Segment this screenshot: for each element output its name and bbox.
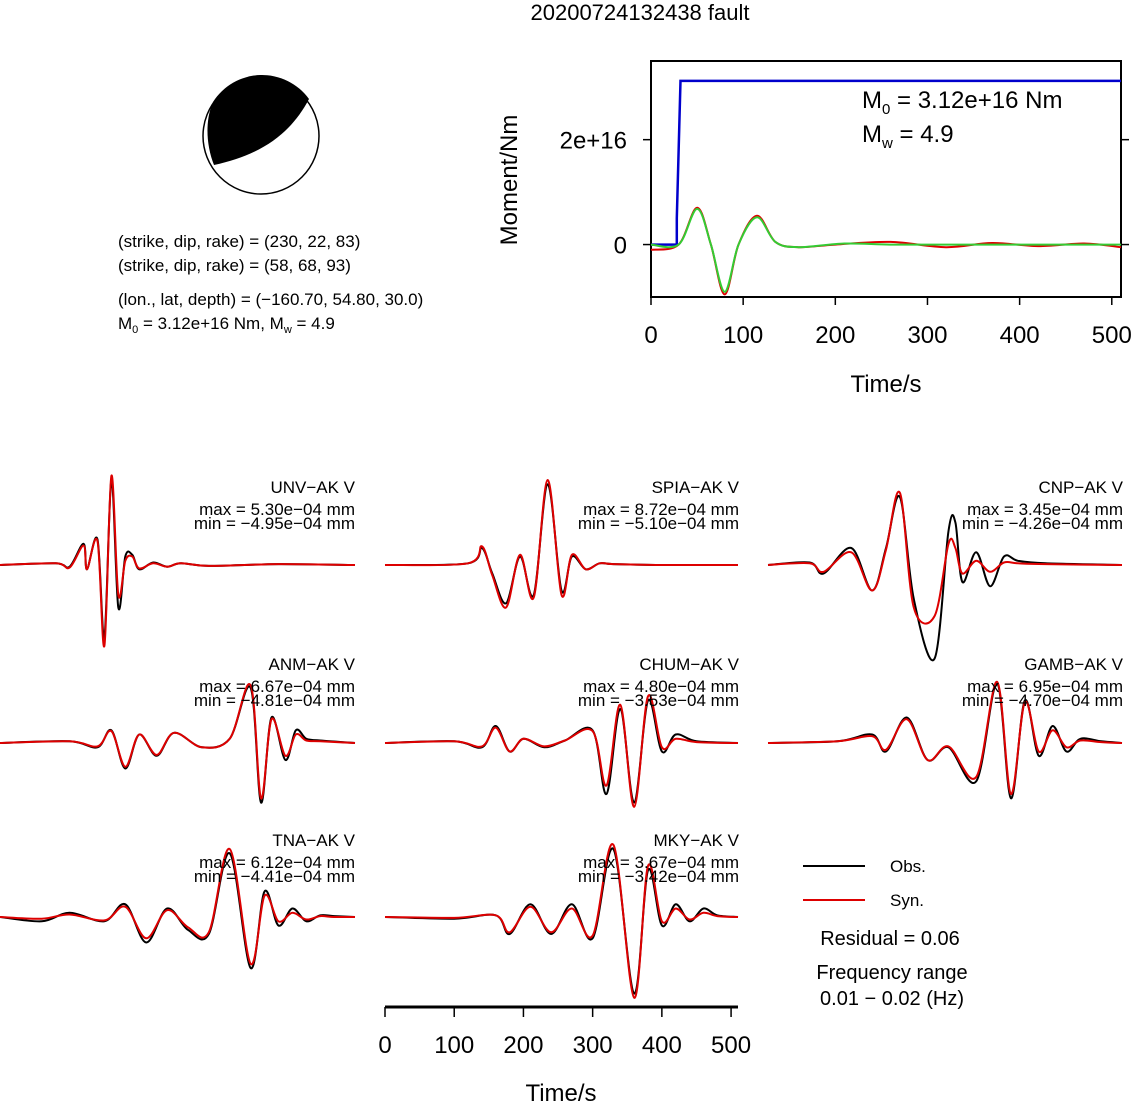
figure-title: 20200724132438 fault [531, 0, 750, 25]
station-label: CNP−AK V [1038, 478, 1123, 497]
bottom-tick-label: 400 [642, 1032, 682, 1059]
station-min: min = −4.41e−04 mm [194, 867, 355, 886]
synthetic-trace [767, 490, 1123, 625]
legend-syn-label: Syn. [890, 891, 924, 910]
station-min: min = −5.10e−04 mm [578, 514, 739, 533]
moment-ytick-label: 2e+16 [560, 128, 627, 155]
station-max: max = 6.67e−04 mm [199, 677, 355, 696]
frequency-range-title: Frequency range [816, 962, 967, 984]
station-label: TNA−AK V [272, 831, 355, 850]
bottom-tick-label: 500 [711, 1032, 751, 1059]
observed-trace [767, 494, 1123, 662]
moment-m0-annotation: M0 = 3.12e+16 Nm [862, 87, 1062, 118]
station-label: MKY−AK V [653, 831, 739, 850]
synthetic-trace [0, 847, 356, 965]
station-max: max = 3.67e−04 mm [583, 853, 739, 872]
bottom-tick-label: 0 [378, 1032, 391, 1059]
observed-trace [384, 698, 739, 804]
station-label: CHUM−AK V [639, 655, 739, 674]
station-min: min = −4.26e−04 mm [962, 514, 1123, 533]
station-max: max = 8.72e−04 mm [583, 500, 739, 519]
moment-mw-annotation: Mw = 4.9 [862, 121, 954, 152]
moment-panel: Moment/Nm Time/s M0 = 3.12e+16 Nm Mw = 4… [496, 60, 1132, 398]
station-min: min = −4.70e−04 mm [962, 691, 1123, 710]
moment-series-line [651, 79, 1121, 246]
moment-xtick-label: 300 [907, 322, 947, 349]
synthetic-trace [384, 843, 739, 999]
moment-red-line [650, 206, 1122, 296]
bottom-axis-xlabel: Time/s [525, 1080, 596, 1104]
moment-magnitude-text: M0 = 3.12e+16 Nm, Mw = 4.9 [118, 314, 335, 336]
moment-ylabel: Moment/Nm [496, 115, 523, 246]
frequency-range-value: 0.01 − 0.02 (Hz) [820, 988, 964, 1010]
moment-plot-frame [650, 60, 1122, 298]
bottom-tick-label: 300 [573, 1032, 613, 1059]
station-max: max = 3.45e−04 mm [967, 500, 1123, 519]
legend-obs-label: Obs. [890, 857, 926, 876]
synthetic-trace [0, 683, 356, 800]
beachball-compression [207, 75, 309, 165]
nodal-plane-1: (strike, dip, rake) = (230, 22, 83) [118, 232, 360, 251]
bottom-tick-label: 200 [503, 1032, 543, 1059]
moment-xtick-label: 0 [644, 322, 657, 349]
station-min: min = −4.81e−04 mm [194, 691, 355, 710]
station-label: UNV−AK V [270, 478, 355, 497]
moment-xtick-label: 200 [815, 322, 855, 349]
nodal-plane-2: (strike, dip, rake) = (58, 68, 93) [118, 256, 351, 275]
residual-text: Residual = 0.06 [820, 928, 960, 950]
moment-green-line [650, 207, 1121, 293]
station-min: min = −4.95e−04 mm [194, 514, 355, 533]
moment-xtick-label: 500 [1092, 322, 1132, 349]
location-text: (lon., lat, depth) = (−160.70, 54.80, 30… [118, 290, 423, 309]
station-max: max = 5.30e−04 mm [199, 500, 355, 519]
beachball [202, 75, 320, 195]
station-max: max = 6.95e−04 mm [967, 677, 1123, 696]
station-max: max = 6.12e−04 mm [199, 853, 355, 872]
moment-ytick-label: 0 [614, 233, 627, 260]
bottom-tick-label: 100 [434, 1032, 474, 1059]
mechanism-text: (strike, dip, rake) = (230, 22, 83) (str… [118, 232, 423, 336]
synthetic-trace [384, 478, 739, 609]
moment-xlabel: Time/s [850, 371, 921, 398]
moment-xtick-label: 400 [1000, 322, 1040, 349]
station-label: GAMB−AK V [1024, 655, 1123, 674]
station-max: max = 4.80e−04 mm [583, 677, 739, 696]
station-label: SPIA−AK V [652, 478, 740, 497]
legend: Obs. Syn. Residual = 0.06 Frequency rang… [803, 857, 968, 1010]
synthetic-trace [384, 694, 739, 808]
station-min: min = −3.42e−04 mm [578, 867, 739, 886]
observed-trace [767, 682, 1123, 800]
moment-xtick-label: 100 [723, 322, 763, 349]
station-min: min = −3.53e−04 mm [578, 691, 739, 710]
station-label: ANM−AK V [269, 655, 356, 674]
synthetic-trace [767, 680, 1123, 796]
synthetic-trace [0, 474, 356, 648]
bottom-time-axis: Time/s 0 100 200 300 400 500 [378, 1005, 751, 1104]
